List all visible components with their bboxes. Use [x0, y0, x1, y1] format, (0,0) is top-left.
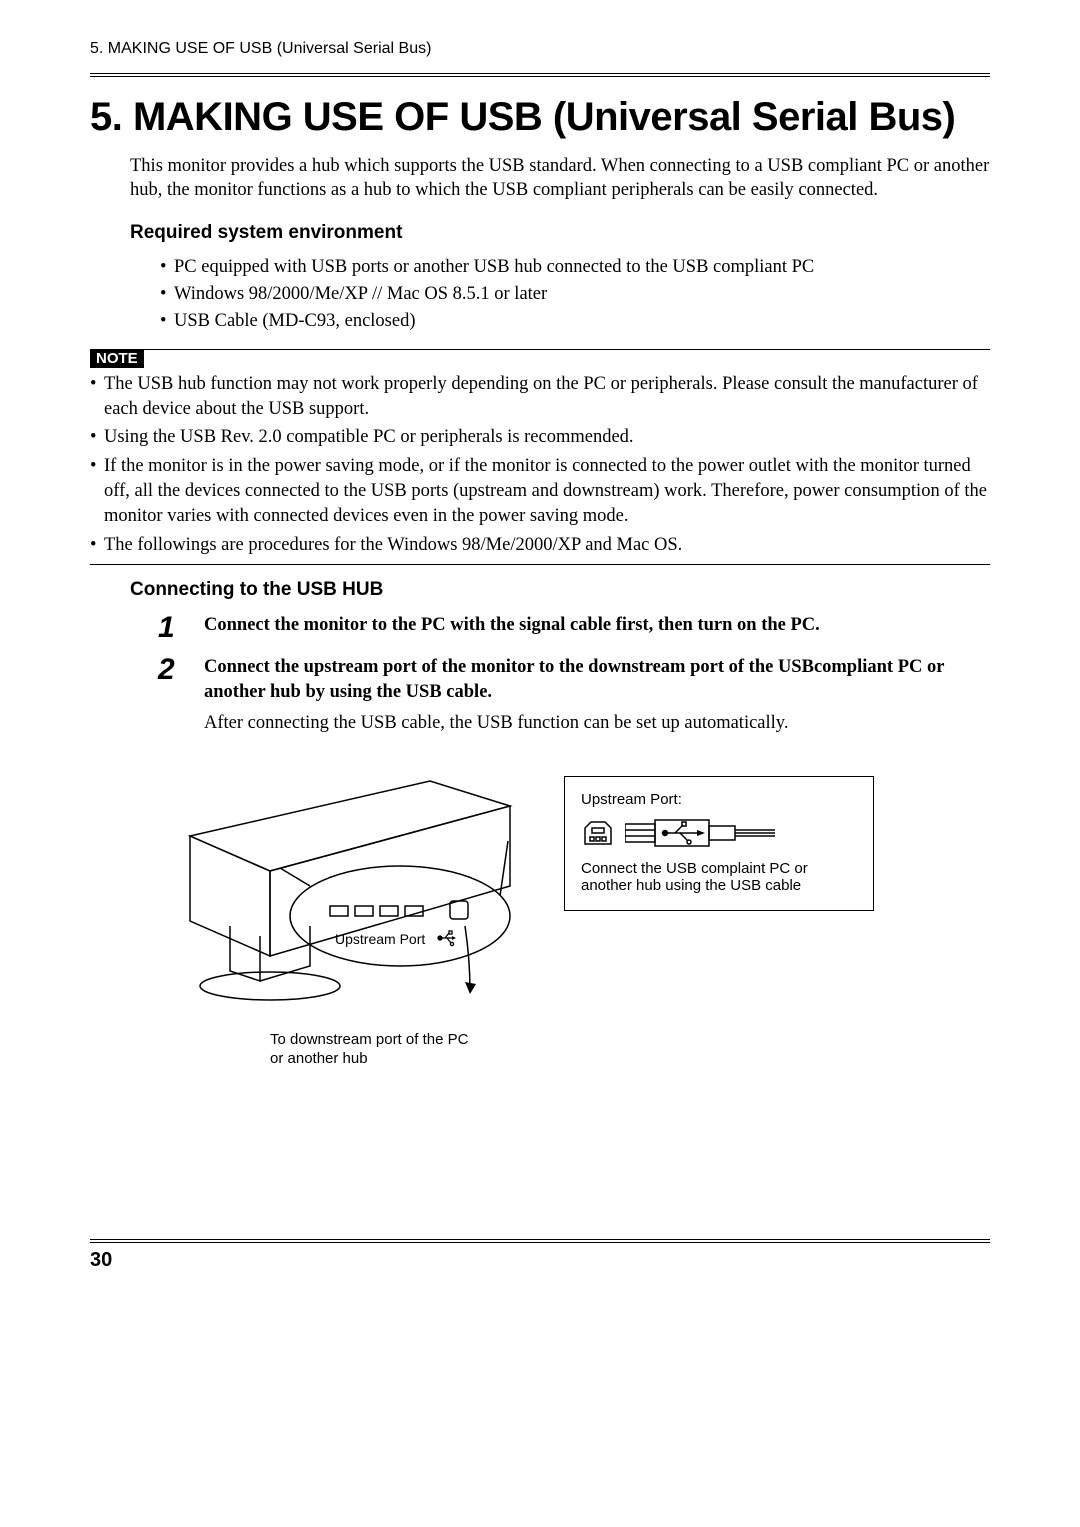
step-row: 2 Connect the upstream port of the monit…	[158, 655, 990, 736]
step-title: Connect the monitor to the PC with the s…	[204, 613, 990, 638]
frame-caption: Connect the USB complaint PC or another …	[581, 860, 857, 894]
list-item: Using the USB Rev. 2.0 compatible PC or …	[90, 425, 990, 450]
list-item: USB Cable (MD-C93, enclosed)	[160, 308, 990, 335]
step-number: 1	[158, 613, 186, 643]
step-desc: After connecting the USB cable, the USB …	[204, 711, 990, 736]
note-rule-top	[90, 349, 990, 350]
running-head: 5. MAKING USE OF USB (Universal Serial B…	[90, 40, 990, 58]
step-body: Connect the upstream port of the monitor…	[204, 655, 990, 736]
required-env-list: PC equipped with USB ports or another US…	[160, 254, 990, 334]
intro-paragraph: This monitor provides a hub which suppor…	[130, 154, 990, 202]
step-body: Connect the monitor to the PC with the s…	[204, 613, 990, 638]
required-env-heading: Required system environment	[130, 222, 990, 244]
footer-rule-bottom	[90, 1242, 990, 1243]
note-list: The USB hub function may not work proper…	[90, 372, 990, 559]
monitor-svg: Upstream Port	[170, 776, 540, 1016]
frame-title: Upstream Port:	[581, 791, 857, 808]
usb-cable-icon	[625, 818, 775, 848]
diagram-row: Upstream Port To downstream port of the …	[170, 776, 990, 1069]
upstream-port-frame: Upstream Port:	[564, 776, 874, 911]
monitor-diagram: Upstream Port To downstream port of the …	[170, 776, 540, 1069]
header-rule-bottom	[90, 76, 990, 77]
note-rule-bottom	[90, 564, 990, 565]
page-footer: 30	[90, 1239, 990, 1272]
usb-b-port-icon	[581, 818, 615, 848]
list-item: PC equipped with USB ports or another US…	[160, 254, 990, 281]
note-block: NOTE The USB hub function may not work p…	[90, 349, 990, 566]
step-title: Connect the upstream port of the monitor…	[204, 655, 990, 705]
step-row: 1 Connect the monitor to the PC with the…	[158, 613, 990, 643]
list-item: If the monitor is in the power saving mo…	[90, 454, 990, 529]
connector-art	[581, 818, 857, 848]
chapter-title: 5. MAKING USE OF USB (Universal Serial B…	[90, 95, 990, 140]
list-item: The USB hub function may not work proper…	[90, 372, 990, 422]
list-item: The followings are procedures for the Wi…	[90, 533, 990, 558]
monitor-caption: To downstream port of the PC or another …	[270, 1031, 470, 1069]
note-badge: NOTE	[90, 349, 144, 368]
step-number: 2	[158, 655, 186, 685]
header-rule-top	[90, 73, 990, 74]
footer-rule-top	[90, 1239, 990, 1240]
upstream-port-label: Upstream Port	[335, 931, 425, 947]
list-item: Windows 98/2000/Me/XP // Mac OS 8.5.1 or…	[160, 281, 990, 308]
connecting-heading: Connecting to the USB HUB	[130, 579, 990, 601]
page-number: 30	[90, 1249, 990, 1272]
